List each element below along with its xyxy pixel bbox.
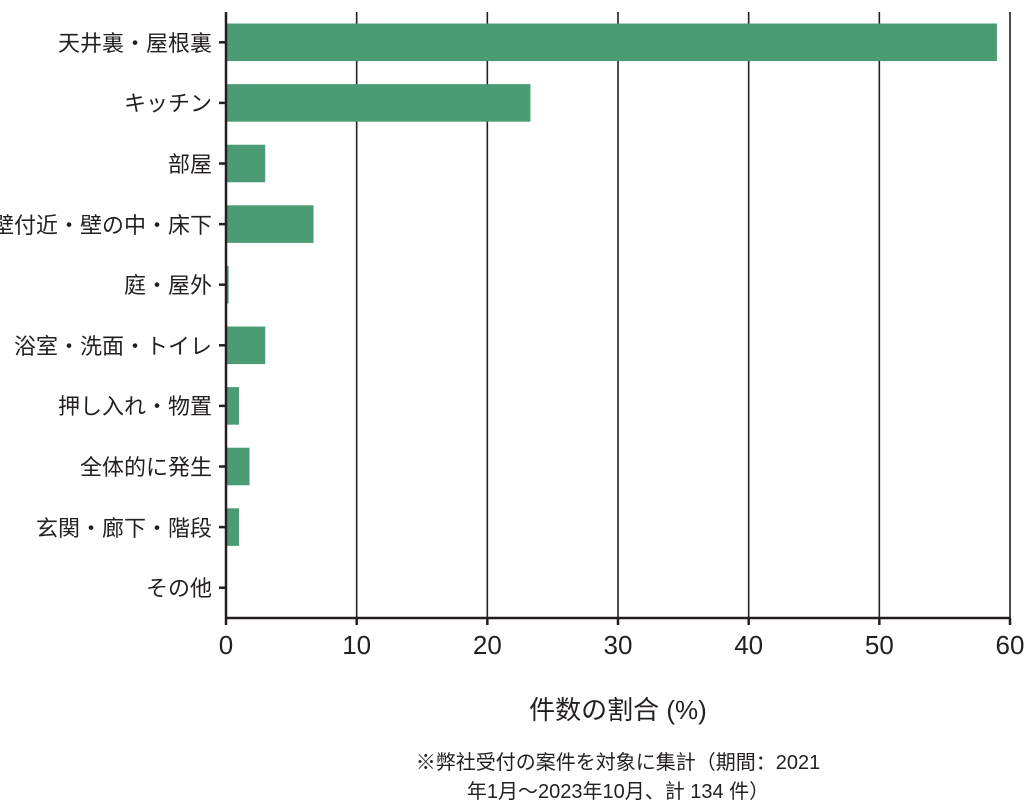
- x-tick-label: 10: [342, 630, 371, 661]
- category-label: その他: [146, 571, 212, 603]
- x-tick-label: 50: [865, 630, 894, 661]
- category-label: 部屋: [168, 147, 212, 179]
- category-label: 壁付近・壁の中・床下: [0, 208, 212, 240]
- bar: [226, 508, 239, 546]
- bar: [226, 448, 250, 486]
- bar: [226, 84, 530, 122]
- horizontal-bar-chart: 天井裏・屋根裏キッチン部屋壁付近・壁の中・床下庭・屋外浴室・洗面・トイレ押し入れ…: [0, 0, 1024, 788]
- category-label: キッチン: [124, 86, 212, 118]
- category-label: 玄関・廊下・階段: [36, 511, 212, 543]
- x-axis-title: 件数の割合 (%): [529, 690, 707, 727]
- bar: [226, 327, 265, 365]
- x-tick-label: 0: [219, 630, 233, 661]
- category-label: 庭・屋外: [124, 268, 212, 300]
- bar: [226, 387, 239, 425]
- x-tick-label: 40: [734, 630, 763, 661]
- x-tick-label: 20: [473, 630, 502, 661]
- category-label: 浴室・洗面・トイレ: [14, 329, 212, 361]
- footnote: ※弊社受付の案件を対象に集計（期間：2021年1月～2023年10月、計 134…: [415, 746, 821, 804]
- x-tick-label: 30: [604, 630, 633, 661]
- bar: [226, 205, 314, 243]
- category-label: 押し入れ・物置: [58, 389, 212, 421]
- bar: [226, 24, 997, 62]
- category-label: 天井裏・屋根裏: [58, 26, 212, 58]
- category-label: 全体的に発生: [80, 450, 212, 482]
- bar: [226, 145, 265, 183]
- x-tick-label: 60: [996, 630, 1024, 661]
